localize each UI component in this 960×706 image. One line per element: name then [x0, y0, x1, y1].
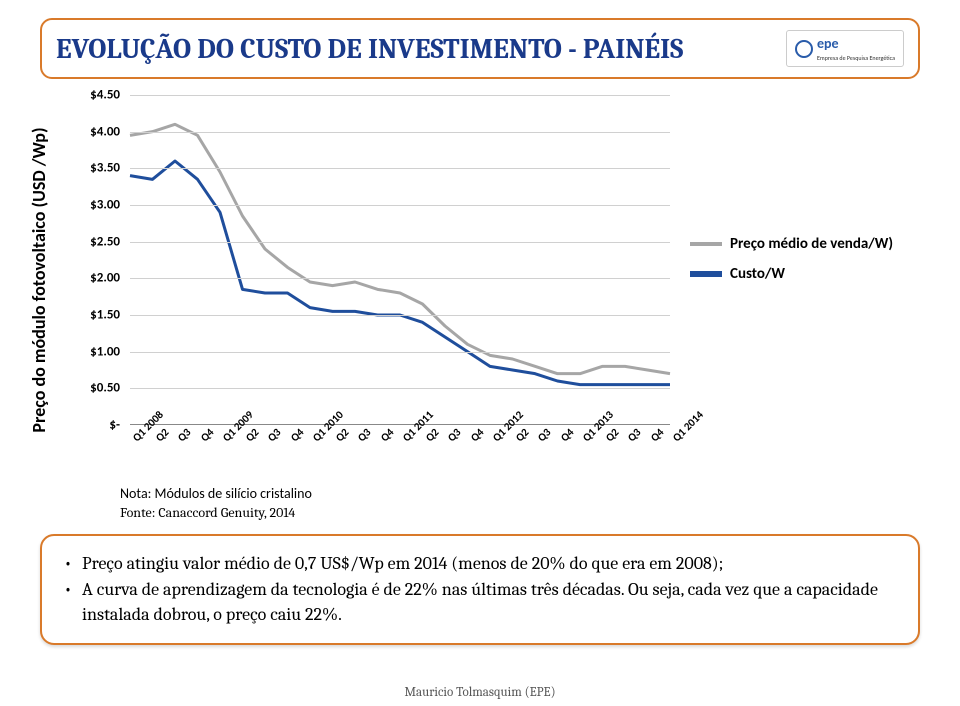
author-footer: Mauricio Tolmasquim (EPE) [0, 685, 960, 700]
y-tick-label: $3.50 [90, 161, 120, 176]
x-tick-label: Q1 2014 [670, 435, 679, 444]
y-ticks: $- $0.50 $1.00 $1.50 $2.00 $2.50 $3.00 $3.50 $4.… [60, 95, 125, 475]
grid-line [130, 95, 670, 96]
logo-text: epe [817, 35, 895, 52]
x-tick-label: Q4 [468, 435, 477, 444]
x-tick-label: Q1 2008 [130, 435, 139, 444]
y-tick-label: $1.50 [90, 308, 120, 323]
y-tick-label: $2.00 [90, 271, 120, 286]
y-tick-label: $4.00 [90, 124, 120, 139]
grid-line [130, 205, 670, 206]
y-tick-label: $2.50 [90, 234, 120, 249]
bullet-item: Preço atingiu valor médio de 0,7 US$/Wp … [64, 552, 896, 576]
y-tick-label: $4.50 [90, 88, 120, 103]
y-tick-label: $1.00 [90, 344, 120, 359]
x-tick-label: Q4 [288, 435, 297, 444]
x-tick-label: Q4 [378, 435, 387, 444]
logo-subtitle: Empresa de Pesquisa Energética [817, 54, 895, 62]
note-source: Fonte: Canaccord Genuity, 2014 [120, 504, 312, 521]
grid-line [130, 242, 670, 243]
bullets-box: Preço atingiu valor médio de 0,7 US$/Wp … [40, 534, 920, 645]
series-line [130, 124, 670, 373]
logo: epe Empresa de Pesquisa Energética [786, 30, 904, 67]
legend-swatch [690, 271, 722, 277]
x-tick-label: Q2 [603, 435, 612, 444]
x-tick-label: Q2 [423, 435, 432, 444]
legend-item: Custo/W [690, 265, 893, 283]
x-tick-label: Q3 [535, 435, 544, 444]
page-title: EVOLUÇÃO DO CUSTO DE INVESTIMENTO - PAIN… [56, 33, 683, 65]
grid-line [130, 168, 670, 169]
x-tick-label: Q2 [243, 435, 252, 444]
legend-label: Preço médio de venda/W) [730, 235, 893, 253]
plot [130, 95, 670, 425]
x-tick-label: Q1 2010 [310, 435, 319, 444]
grid-line [130, 278, 670, 279]
note-block: Nota: Módulos de silício cristalino Font… [120, 485, 312, 523]
grid-line [130, 352, 670, 353]
legend-label: Custo/W [730, 265, 785, 283]
x-tick-label: Q4 [648, 435, 657, 444]
x-tick-label: Q3 [445, 435, 454, 444]
line-chart-svg [130, 95, 670, 425]
legend: Preço médio de venda/W) Custo/W [690, 235, 893, 295]
legend-swatch [690, 242, 722, 246]
note-line: Nota: Módulos de silício cristalino [120, 485, 312, 502]
chart-area: $- $0.50 $1.00 $1.50 $2.00 $2.50 $3.00 $3.50 $4.… [60, 95, 900, 475]
x-tick-label: Q2 [153, 435, 162, 444]
x-tick-label: Q2 [513, 435, 522, 444]
x-tick-label: Q2 [333, 435, 342, 444]
grid-line [130, 132, 670, 133]
x-tick-label: Q1 2009 [220, 435, 229, 444]
y-tick-label: $3.00 [90, 198, 120, 213]
y-tick-label: $0.50 [90, 381, 120, 396]
y-axis-label: Preço do módulo fotovoltaico (USD /Wp) [28, 90, 50, 470]
logo-icon [795, 40, 813, 58]
x-tick-label: Q4 [558, 435, 567, 444]
x-tick-label: Q1 2011 [400, 435, 409, 444]
legend-item: Preço médio de venda/W) [690, 235, 893, 253]
x-tick-label: Q1 2012 [490, 435, 499, 444]
title-bar: EVOLUÇÃO DO CUSTO DE INVESTIMENTO - PAIN… [40, 18, 920, 79]
x-tick-label: Q3 [175, 435, 184, 444]
grid-line [130, 388, 670, 389]
bullet-item: A curva de aprendizagem da tecnologia é … [64, 578, 896, 627]
grid-line [130, 315, 670, 316]
x-tick-label: Q3 [265, 435, 274, 444]
x-tick-label: Q1 2013 [580, 435, 589, 444]
x-labels: Q1 2008 Q2 Q3 Q4 Q1 2009 Q2 Q3 Q4 Q1 2010 Q2 Q3 Q4 Q… [130, 430, 670, 490]
x-tick-label: Q4 [198, 435, 207, 444]
y-tick-label: $- [109, 418, 120, 433]
x-tick-label: Q3 [355, 435, 364, 444]
x-tick-label: Q3 [625, 435, 634, 444]
